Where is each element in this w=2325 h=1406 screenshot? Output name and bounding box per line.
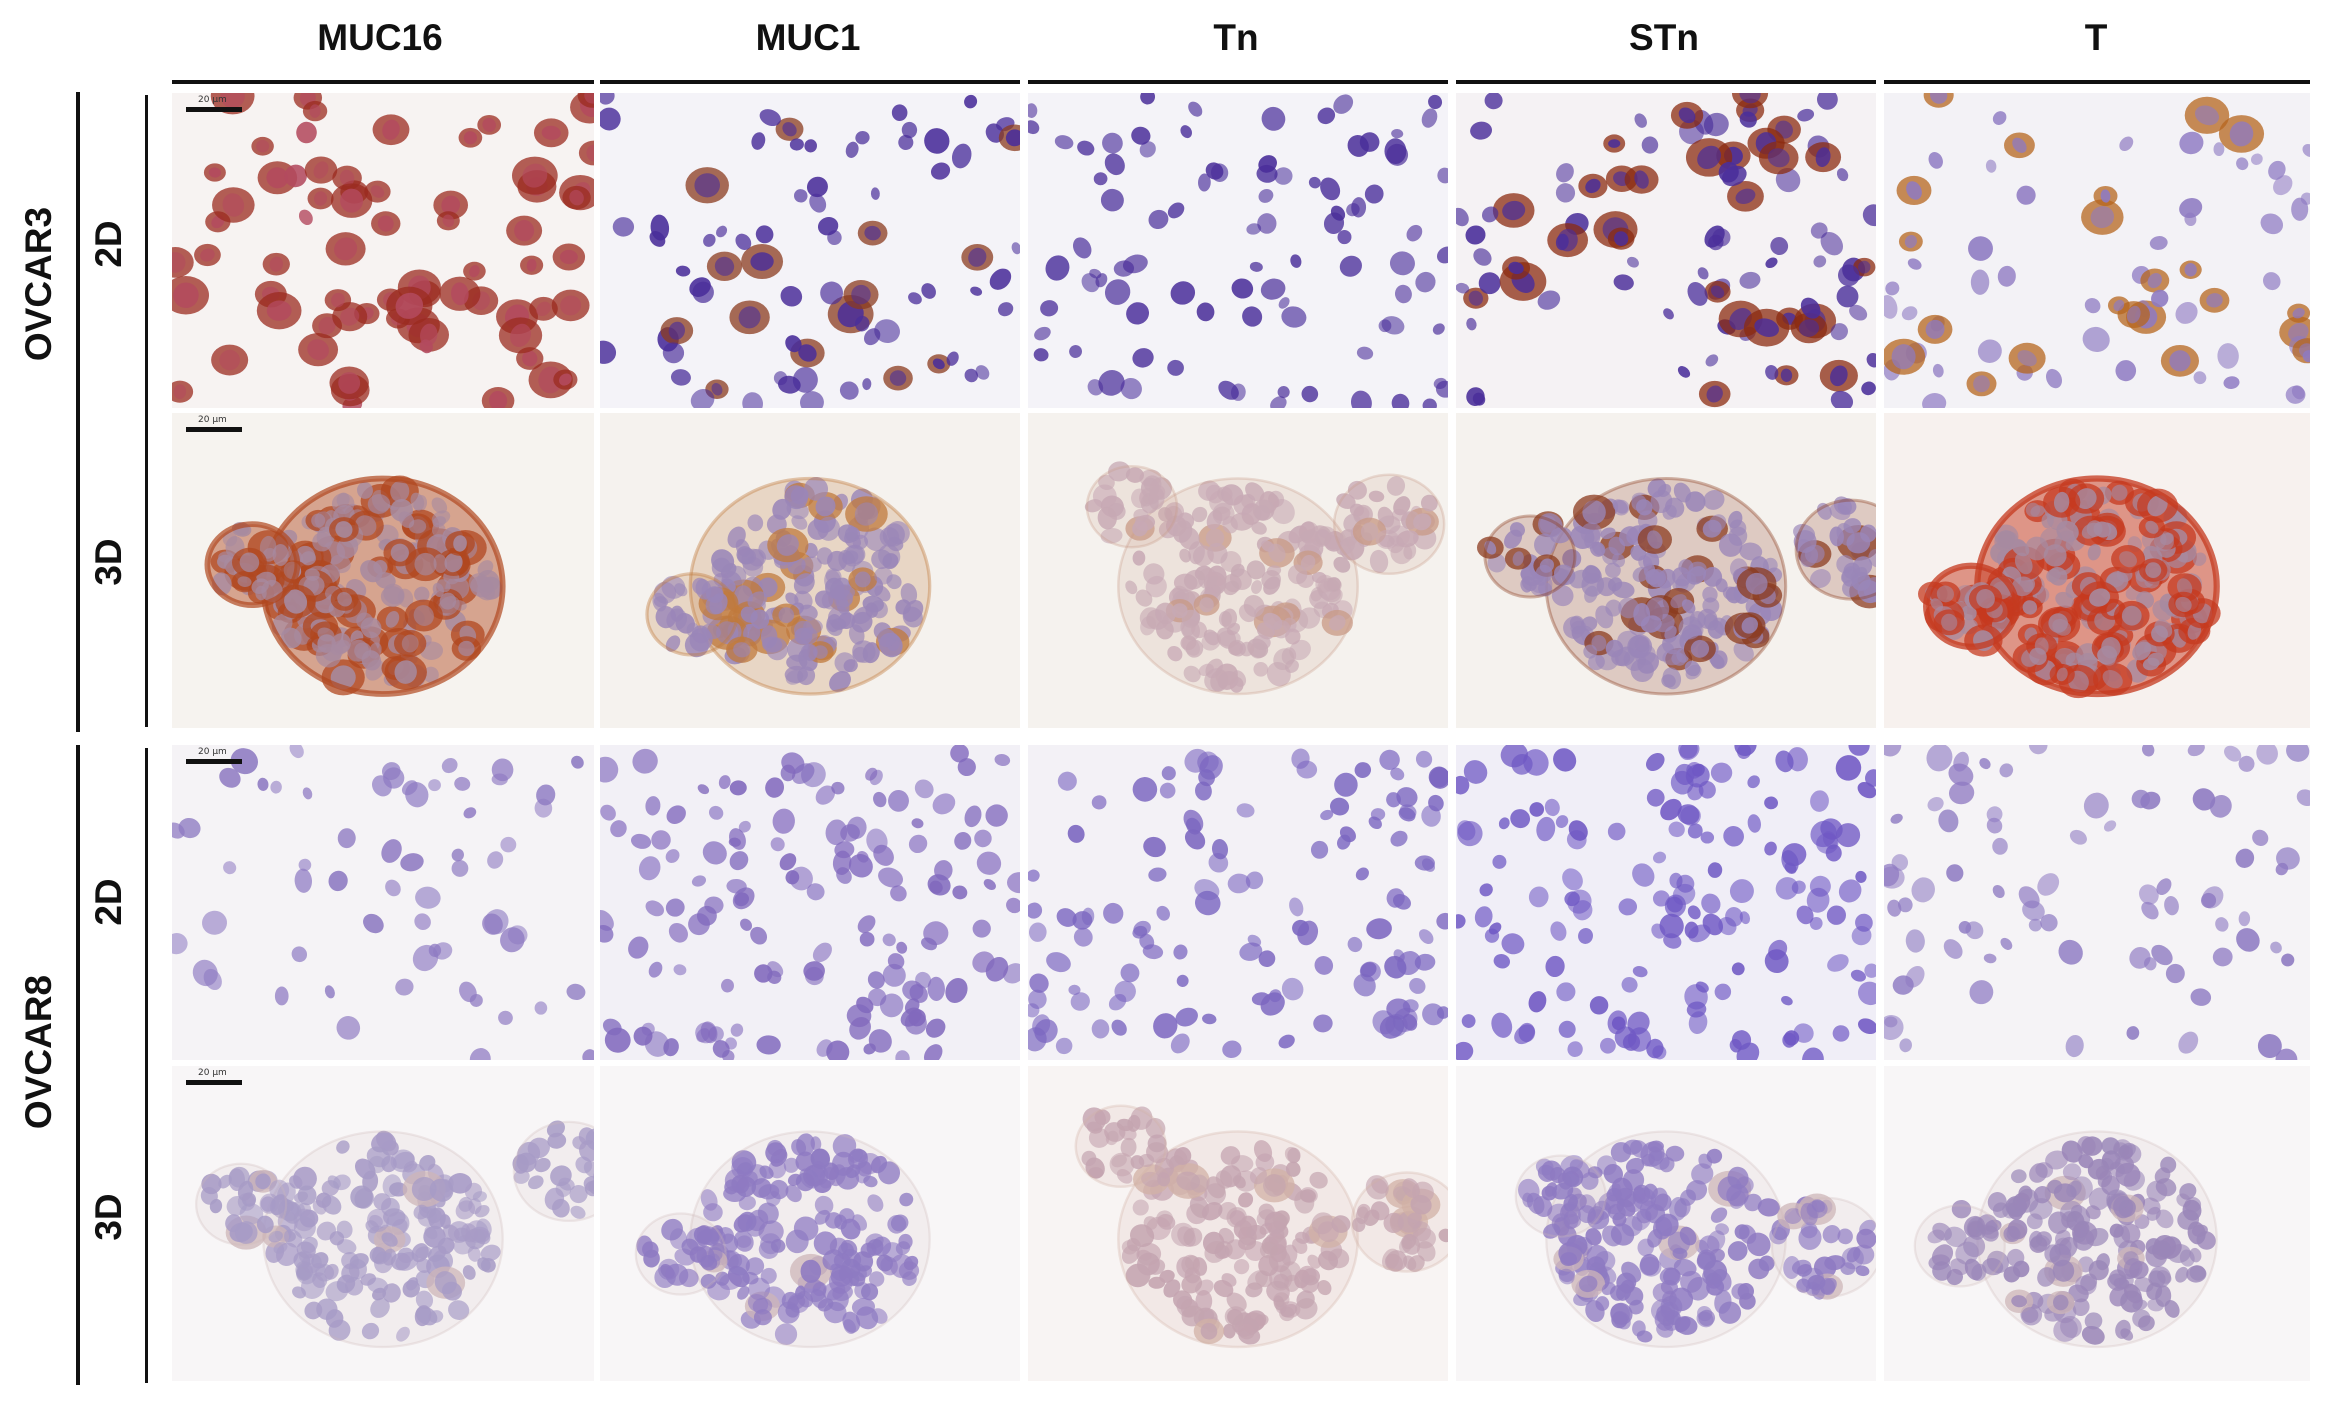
micrograph-ovcar3-2d-muc16: 20 µm <box>172 93 594 408</box>
column-rule-muc16 <box>172 80 594 84</box>
micrograph-ovcar3-2d-muc1 <box>600 93 1020 408</box>
row-label-ovcar3-2d: 2D <box>88 220 129 268</box>
micrograph-ovcar8-2d-tn <box>1028 745 1448 1060</box>
micrograph-ovcar3-2d-t <box>1884 93 2310 408</box>
micrograph-ovcar3-3d-muc1 <box>600 413 1020 728</box>
micrograph-ovcar3-2d-tn <box>1028 93 1448 408</box>
scale-bar-label: 20 µm <box>198 415 227 425</box>
scale-bar <box>186 427 242 432</box>
micrograph-ovcar3-3d-tn <box>1028 413 1448 728</box>
micrograph-ovcar8-2d-stn <box>1456 745 1876 1060</box>
row-label-ovcar8-2d: 2D <box>88 878 129 926</box>
scale-bar <box>186 1080 242 1085</box>
micrograph-ovcar3-3d-t <box>1884 413 2310 728</box>
micrograph-ovcar8-3d-muc1 <box>600 1066 1020 1381</box>
column-rule-stn <box>1456 80 1876 84</box>
column-header-t: T <box>2084 17 2108 58</box>
row-rule-ovcar3 <box>145 95 148 727</box>
column-rule-tn <box>1028 80 1448 84</box>
group-label-ovcar3: OVCAR3 <box>18 206 59 362</box>
scale-bar-label: 20 µm <box>198 747 227 757</box>
column-rule-t <box>1884 80 2310 84</box>
micrograph-ovcar8-3d-tn <box>1028 1066 1448 1381</box>
micrograph-ovcar8-2d-muc16: 20 µm <box>172 745 594 1060</box>
column-rule-muc1 <box>600 80 1020 84</box>
column-header-muc1: MUC1 <box>755 17 861 58</box>
micrograph-ovcar8-2d-t <box>1884 745 2310 1060</box>
scale-bar-label: 20 µm <box>198 95 227 105</box>
micrograph-ovcar8-3d-t <box>1884 1066 2310 1381</box>
column-header-tn: Tn <box>1213 17 1259 58</box>
micrograph-ovcar8-3d-muc16: 20 µm <box>172 1066 594 1381</box>
scale-bar <box>186 759 242 764</box>
group-label-ovcar8: OVCAR8 <box>18 974 59 1130</box>
scale-bar <box>186 107 242 112</box>
row-rule-ovcar8 <box>145 748 148 1383</box>
row-label-ovcar3-3d: 3D <box>88 538 129 586</box>
group-rule-ovcar3 <box>76 92 80 732</box>
scale-bar-label: 20 µm <box>198 1068 227 1078</box>
row-label-ovcar8-3d: 3D <box>88 1193 129 1241</box>
micrograph-ovcar8-3d-stn <box>1456 1066 1876 1381</box>
micrograph-ovcar3-3d-stn <box>1456 413 1876 728</box>
column-header-muc16: MUC16 <box>317 17 443 58</box>
column-header-stn: STn <box>1629 17 1699 58</box>
micrograph-ovcar8-2d-muc1 <box>600 745 1020 1060</box>
group-rule-ovcar8 <box>76 745 80 1385</box>
micrograph-ovcar3-2d-stn <box>1456 93 1876 408</box>
micrograph-ovcar3-3d-muc16: 20 µm <box>172 413 594 728</box>
